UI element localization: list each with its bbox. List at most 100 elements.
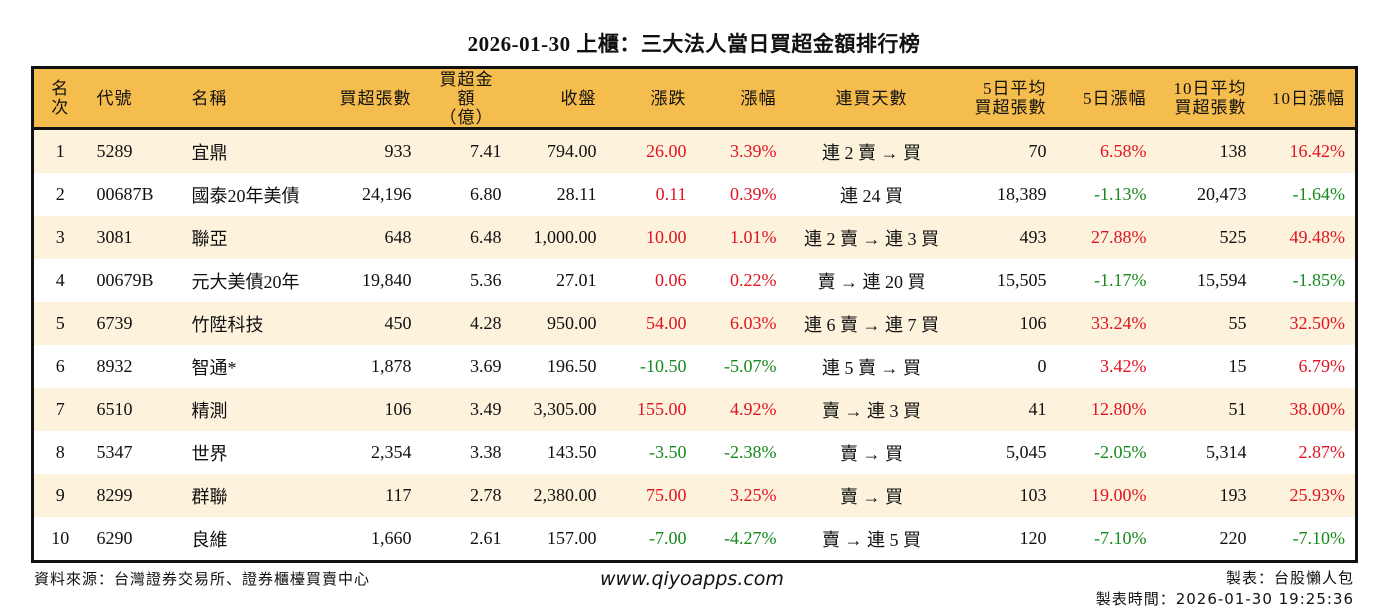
- cell-pct5: -2.05%: [1094, 442, 1147, 462]
- table-row: 10 6290 良維 1,660 2.61 157.00 -7.00 -4.27% 賣 → 連 …: [33, 517, 1357, 562]
- cell-avg10-lots: 193: [1156, 474, 1257, 517]
- column-header-net-buy-lots: 買超張數: [321, 67, 422, 130]
- cell-name: 竹陞科技: [181, 302, 322, 345]
- table-row: 7 6510 精測 106 3.49 3,305.00 155.00 4.92% 賣 → 連 3…: [32, 388, 1357, 431]
- cell-net-buy-amount: 5.36: [470, 270, 502, 290]
- column-header-code: 代號: [86, 67, 182, 130]
- data-source: 資料來源：台灣證券交易所、證券櫃檯買賣中心: [34, 570, 371, 588]
- cell-change-pct: -4.27%: [724, 528, 777, 548]
- cell-code: 5347: [96, 442, 133, 462]
- table-header: 名次 代號 名稱 買超張數 買超金額 （億） 收盤 漲跌 漲幅 連買天數 5日平均 買超張數 5日漲幅 1…: [32, 67, 1357, 130]
- cell-rank: 4: [55, 270, 65, 290]
- cell-pct5: 19.00%: [1056, 474, 1157, 517]
- cell-change: 54.00: [606, 302, 697, 345]
- cell-avg5-lots: 18,389: [997, 184, 1047, 204]
- cell-avg5-lots: 493: [956, 216, 1057, 259]
- cell-avg10-lots: 220: [1219, 528, 1247, 548]
- cell-pct5: 12.80%: [1056, 388, 1157, 431]
- page-title: 2026-01-30 上櫃：三大法人當日買超金額排行榜: [467, 32, 921, 56]
- column-header-name: 名稱: [181, 67, 322, 130]
- cell-net-buy-lots: 933: [321, 128, 422, 173]
- cell-streak: 連 2 賣 → 連 3 買: [786, 216, 957, 259]
- cell-net-buy-lots: 1,878: [371, 356, 412, 376]
- cell-name: 精測: [181, 388, 322, 431]
- cell-code: 8932: [96, 356, 133, 376]
- column-header-rank: 名次: [32, 67, 87, 130]
- column-header-close: 收盤: [511, 67, 607, 130]
- cell-close: 2,380.00: [511, 474, 607, 517]
- table-row: 6 8932 智通* 1,878 3.69 196.50 -10.50 -5.07% 連 5 賣…: [33, 345, 1357, 388]
- cell-avg10-lots: 20,473: [1197, 184, 1247, 204]
- table-row: 5 6739 竹陞科技 450 4.28 950.00 54.00 6.03% 連 6 賣 → …: [32, 302, 1357, 345]
- cell-code: 6290: [96, 528, 133, 548]
- cell-change: 75.00: [606, 474, 697, 517]
- cell-net-buy-lots: 106: [321, 388, 422, 431]
- table-row: 8 5347 世界 2,354 3.38 143.50 -3.50 -2.38% 賣 → 買 5,…: [33, 431, 1357, 474]
- cell-change-pct: 1.01%: [696, 216, 787, 259]
- cell-avg5-lots: 15,505: [997, 270, 1047, 290]
- cell-net-buy-lots: 117: [321, 474, 422, 517]
- cell-pct10: 2.87%: [1298, 442, 1346, 462]
- cell-change-pct: -2.38%: [724, 442, 777, 462]
- cell-avg10-lots: 15: [1228, 356, 1247, 376]
- ranking-table: 名次 代號 名稱 買超張數 買超金額 （億） 收盤 漲跌 漲幅 連買天數 5日平均 買超張數 5日漲幅 1…: [31, 66, 1358, 563]
- cell-avg5-lots: 0: [1037, 356, 1047, 376]
- column-header-avg5-lots: 5日平均 買超張數: [956, 67, 1057, 130]
- column-header-net-buy-amount: 買超金額 （億）: [421, 67, 512, 130]
- column-header-avg10-lots: 10日平均 買超張數: [1156, 67, 1257, 130]
- cell-net-buy-lots: 1,660: [371, 528, 412, 548]
- cell-pct5: -1.17%: [1094, 270, 1147, 290]
- cell-change-pct: -5.07%: [724, 356, 777, 376]
- cell-rank: 9: [32, 474, 87, 517]
- cell-avg5-lots: 103: [956, 474, 1057, 517]
- cell-code: 6739: [86, 302, 182, 345]
- column-header-change-pct: 漲幅: [696, 67, 787, 130]
- cell-avg10-lots: 5,314: [1206, 442, 1247, 462]
- cell-net-buy-amount: 6.48: [421, 216, 512, 259]
- cell-avg5-lots: 120: [1019, 528, 1047, 548]
- cell-net-buy-amount: 6.80: [470, 184, 502, 204]
- cell-code: 00687B: [96, 184, 154, 204]
- cell-change-pct: 0.39%: [730, 184, 777, 204]
- cell-avg5-lots: 41: [956, 388, 1057, 431]
- cell-pct10: 6.79%: [1298, 356, 1346, 376]
- cell-avg10-lots: 15,594: [1197, 270, 1247, 290]
- cell-net-buy-lots: 2,354: [371, 442, 412, 462]
- cell-net-buy-lots: 19,840: [362, 270, 412, 290]
- cell-streak: 賣 → 買: [840, 443, 903, 464]
- cell-change: -10.50: [640, 356, 687, 376]
- website-link[interactable]: www.qiyoapps.com: [600, 568, 784, 590]
- cell-change-pct: 0.22%: [730, 270, 777, 290]
- cell-rank: 7: [32, 388, 87, 431]
- cell-avg10-lots: 138: [1156, 128, 1257, 173]
- cell-net-buy-amount: 3.69: [470, 356, 502, 376]
- cell-avg5-lots: 106: [956, 302, 1057, 345]
- cell-net-buy-lots: 450: [321, 302, 422, 345]
- cell-avg10-lots: 55: [1156, 302, 1257, 345]
- cell-avg5-lots: 5,045: [1006, 442, 1047, 462]
- cell-code: 00679B: [96, 270, 154, 290]
- cell-net-buy-amount: 2.61: [470, 528, 502, 548]
- cell-close: 1,000.00: [511, 216, 607, 259]
- cell-close: 27.01: [556, 270, 597, 290]
- column-header-streak: 連買天數: [786, 67, 957, 130]
- footer-credits: 製表：台股懶人包 製表時間：2026-01-30 19:25:36: [1096, 568, 1354, 610]
- cell-change: -3.50: [649, 442, 687, 462]
- cell-close: 157.00: [547, 528, 597, 548]
- cell-rank: 10: [51, 528, 70, 548]
- cell-net-buy-lots: 24,196: [362, 184, 412, 204]
- cell-streak: 連 2 賣 → 買: [786, 128, 957, 173]
- cell-avg10-lots: 525: [1156, 216, 1257, 259]
- cell-pct10: 25.93%: [1256, 474, 1357, 517]
- cell-change: 10.00: [606, 216, 697, 259]
- cell-rank: 5: [32, 302, 87, 345]
- cell-name: 聯亞: [181, 216, 322, 259]
- cell-rank: 2: [55, 184, 65, 204]
- cell-streak: 賣 → 連 3 買: [786, 388, 957, 431]
- cell-code: 8299: [86, 474, 182, 517]
- cell-pct5: 3.42%: [1100, 356, 1147, 376]
- cell-streak: 連 5 賣 → 買: [822, 357, 921, 378]
- cell-name: 群聯: [181, 474, 322, 517]
- cell-streak: 賣 → 連 20 買: [817, 271, 926, 292]
